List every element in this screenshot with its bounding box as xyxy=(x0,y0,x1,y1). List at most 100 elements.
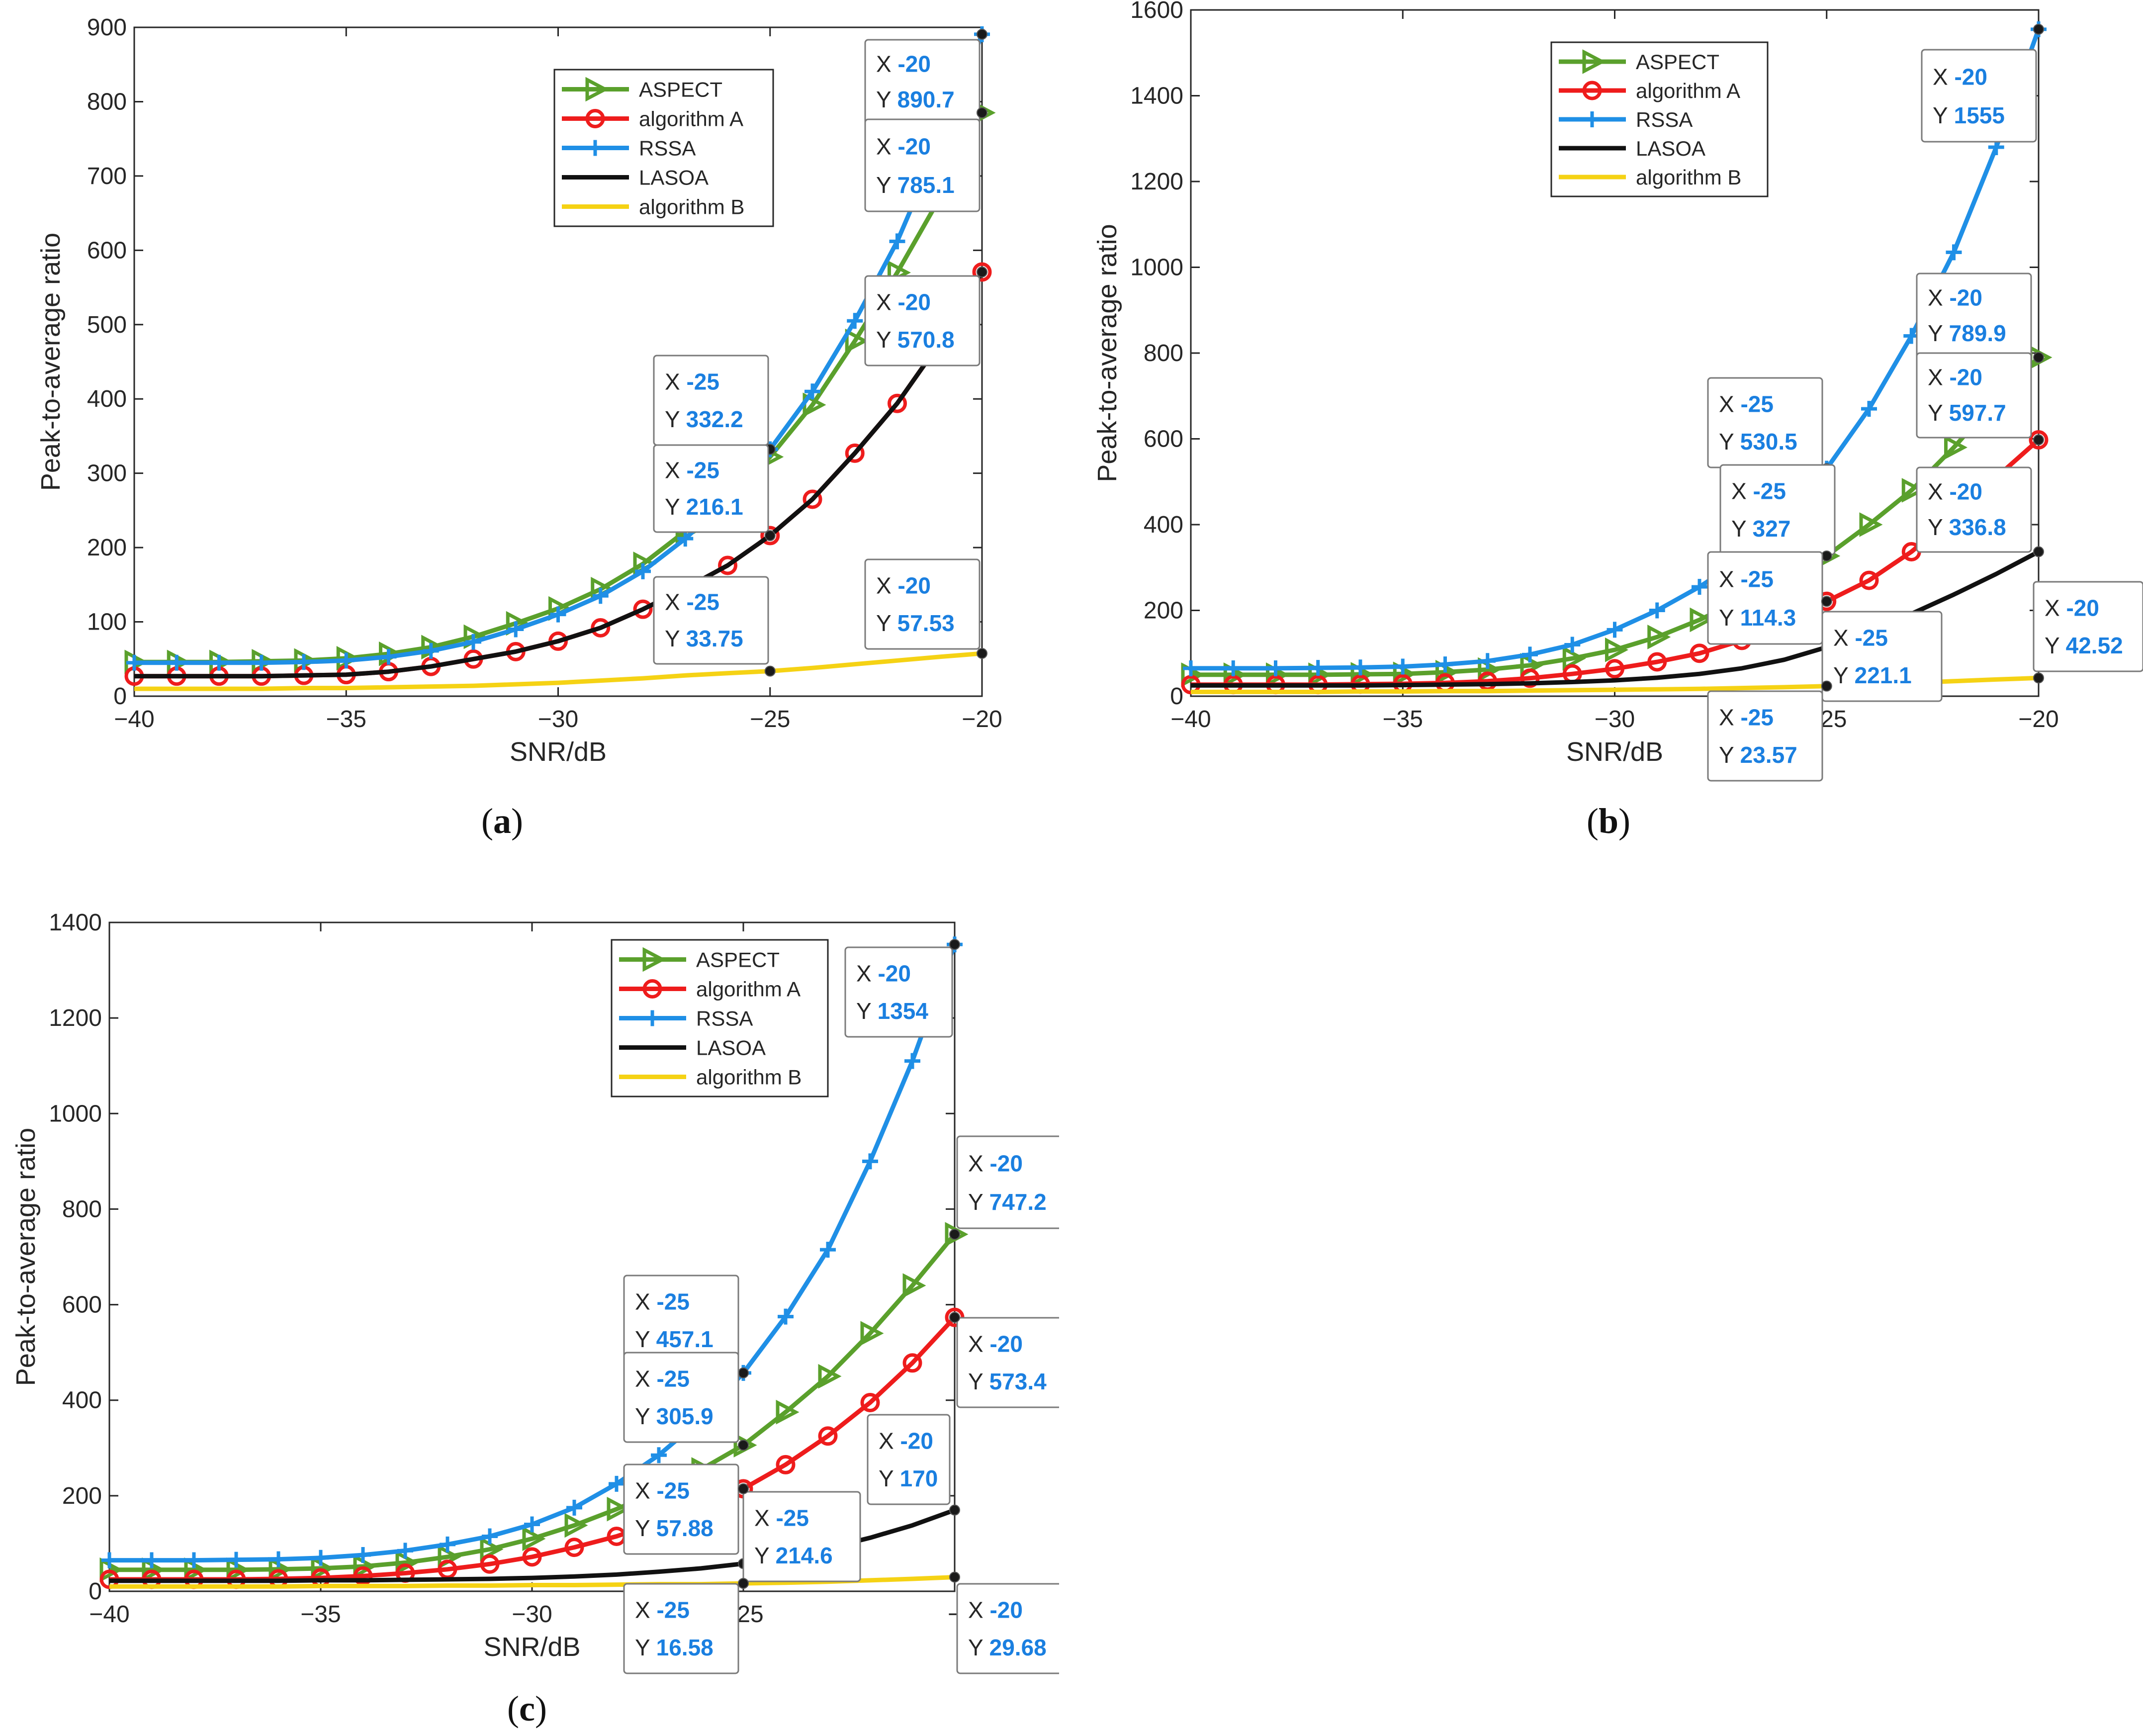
legend-label-0-4: algorithm B xyxy=(639,195,744,219)
point-rssa-8 xyxy=(465,634,481,650)
datatip-anchor-1-3 xyxy=(2033,546,2044,557)
point-aspect-12 xyxy=(1690,607,1713,633)
datatip-y-key: Y xyxy=(1731,516,1753,542)
point-aspect-19 xyxy=(902,1273,926,1298)
point-rssa-2 xyxy=(186,1552,202,1568)
datatip-y-value: 890.7 xyxy=(897,87,955,112)
y-axis-label-0: Peak-to-average ratio xyxy=(36,233,66,491)
point-rssa-3 xyxy=(228,1552,244,1568)
datatip-2-5: X -20Y 170 xyxy=(867,1414,960,1516)
y-tick-label-2-2: 400 xyxy=(62,1387,102,1414)
point-rssa-9 xyxy=(482,1528,498,1545)
datatip-x-1-0: X -20 xyxy=(1933,64,1987,90)
datatip-box-2-9 xyxy=(956,1583,1059,1674)
datatip-box-2-1 xyxy=(956,1135,1059,1229)
point-rssa-9 xyxy=(1564,637,1581,653)
datatip-anchor-1-5 xyxy=(1821,550,1832,561)
y-tick-label-1-6: 1200 xyxy=(1130,169,1183,195)
datatip-y-value: 1555 xyxy=(1954,102,2005,128)
datatip-x-key: X xyxy=(1719,704,1740,730)
caption-paren: ) xyxy=(1618,801,1630,841)
datatip-x-key: X xyxy=(1933,64,1954,90)
datatip-x-2-8: X -25 xyxy=(635,1597,690,1623)
datatip-1-4: X -25Y 530.5 xyxy=(1707,377,1832,474)
y-tick-label-0-4: 400 xyxy=(87,386,127,412)
datatip-x-key: X xyxy=(635,1597,656,1623)
datatip-x-key: X xyxy=(1719,566,1740,592)
datatip-anchor-2-3 xyxy=(738,1440,749,1451)
datatip-box-1-7 xyxy=(1821,611,1943,702)
datatip-anchor-2-5 xyxy=(949,1504,960,1516)
point-aspect-18 xyxy=(1944,435,1967,460)
datatip-y-2-9: Y 29.68 xyxy=(968,1635,1047,1660)
datatip-anchor-1-8 xyxy=(2033,672,2044,684)
point-rssa-0 xyxy=(126,654,142,671)
datatip-x-value: -25 xyxy=(1740,704,1773,730)
datatip-x-value: -20 xyxy=(989,1150,1022,1176)
point-rssa-1 xyxy=(169,654,185,671)
datatip-anchor-2-1 xyxy=(949,1229,960,1240)
y-tick-label-0-9: 900 xyxy=(87,14,127,41)
datatip-box-0-6 xyxy=(864,558,981,650)
point-algorithm-a-16 xyxy=(1859,570,1879,590)
point-rssa-7 xyxy=(423,642,439,659)
series-line-lasoa xyxy=(134,271,984,679)
series-line-aspect xyxy=(109,1233,957,1572)
datatip-y-key: Y xyxy=(665,626,686,651)
datatip-x-2-4: X -20 xyxy=(968,1331,1023,1357)
x-tick-label-2-2: −30 xyxy=(512,1601,552,1628)
point-rssa-2 xyxy=(211,654,227,671)
point-algorithm-a-11 xyxy=(591,618,611,638)
datatip-y-key: Y xyxy=(635,1515,656,1541)
datatip-x-value: -20 xyxy=(1949,365,1982,390)
datatip-y-1-2: Y 597.7 xyxy=(1928,400,2006,426)
datatip-y-value: 170 xyxy=(900,1465,938,1491)
datatip-1-2: X -20 Y 597.7 xyxy=(1916,352,2044,446)
point-algorithm-a-12 xyxy=(1690,643,1709,663)
datatip-x-value: -25 xyxy=(686,368,719,394)
datatip-x-value: -20 xyxy=(897,572,930,598)
datatip-box-1-9 xyxy=(1707,690,1823,782)
y-tick-label-2-4: 800 xyxy=(62,1196,102,1222)
datatip-y-value: 42.52 xyxy=(2066,633,2123,658)
datatip-1-8: X -20Y 42.52 xyxy=(2033,581,2143,684)
datatip-y-value: 57.53 xyxy=(897,610,955,636)
datatip-box-0-1 xyxy=(864,118,981,212)
datatip-y-1-9: Y 23.57 xyxy=(1719,742,1797,768)
point-rssa-4 xyxy=(296,654,312,670)
point-rssa-1 xyxy=(144,1552,160,1568)
datatip-x-value: -20 xyxy=(897,133,930,159)
datatip-1-6: X -25Y 114.3 xyxy=(1707,551,1832,653)
datatip-y-value: 214.6 xyxy=(776,1543,833,1568)
y-tick-label-0-8: 800 xyxy=(87,89,127,115)
datatip-x-key: X xyxy=(1928,365,1949,390)
datatip-anchor-2-4 xyxy=(949,1312,960,1323)
datatip-x-key: X xyxy=(968,1597,989,1623)
datatip-y-2-7: Y 214.6 xyxy=(754,1543,833,1568)
datatip-x-2-0: X -20 xyxy=(856,960,911,986)
datatip-y-value: 305.9 xyxy=(656,1403,714,1429)
datatip-y-key: Y xyxy=(876,87,897,112)
point-rssa-18 xyxy=(1946,244,1962,261)
datatip-x-key: X xyxy=(635,1477,656,1503)
datatip-x-1-6: X -25 xyxy=(1719,566,1774,592)
point-rssa-16 xyxy=(778,1308,794,1325)
datatip-y-value: 57.88 xyxy=(656,1515,714,1541)
datatip-y-key: Y xyxy=(2045,633,2066,658)
datatip-y-key: Y xyxy=(1933,102,1954,128)
datatip-x-key: X xyxy=(665,457,686,483)
point-rssa-10 xyxy=(1607,622,1623,638)
datatip-2-7: X -25Y 214.6 xyxy=(738,1483,861,1582)
datatip-1-5: X -25Y 327 xyxy=(1719,464,1836,561)
datatip-2-9: X -20Y 29.68 xyxy=(949,1571,1059,1674)
point-rssa-8 xyxy=(440,1536,455,1553)
datatip-y-value: 327 xyxy=(1753,516,1791,542)
point-algorithm-a-15 xyxy=(760,526,780,546)
datatip-anchor-1-2 xyxy=(2033,434,2044,446)
datatip-x-key: X xyxy=(968,1331,989,1357)
chart-0: −40 −35 −30 −25 −20 0 100 200 300 400 500 600 700 800… xyxy=(36,14,1002,767)
datatip-anchor-1-1 xyxy=(2033,352,2044,363)
datatip-y-1-0: Y 1555 xyxy=(1933,102,2005,128)
datatip-box-2-7 xyxy=(742,1491,861,1582)
datatip-x-value: -25 xyxy=(776,1505,808,1531)
